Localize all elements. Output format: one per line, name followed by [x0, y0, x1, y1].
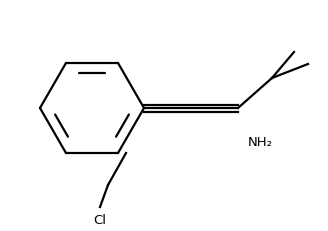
Text: NH₂: NH₂: [248, 136, 273, 149]
Text: Cl: Cl: [93, 214, 107, 227]
